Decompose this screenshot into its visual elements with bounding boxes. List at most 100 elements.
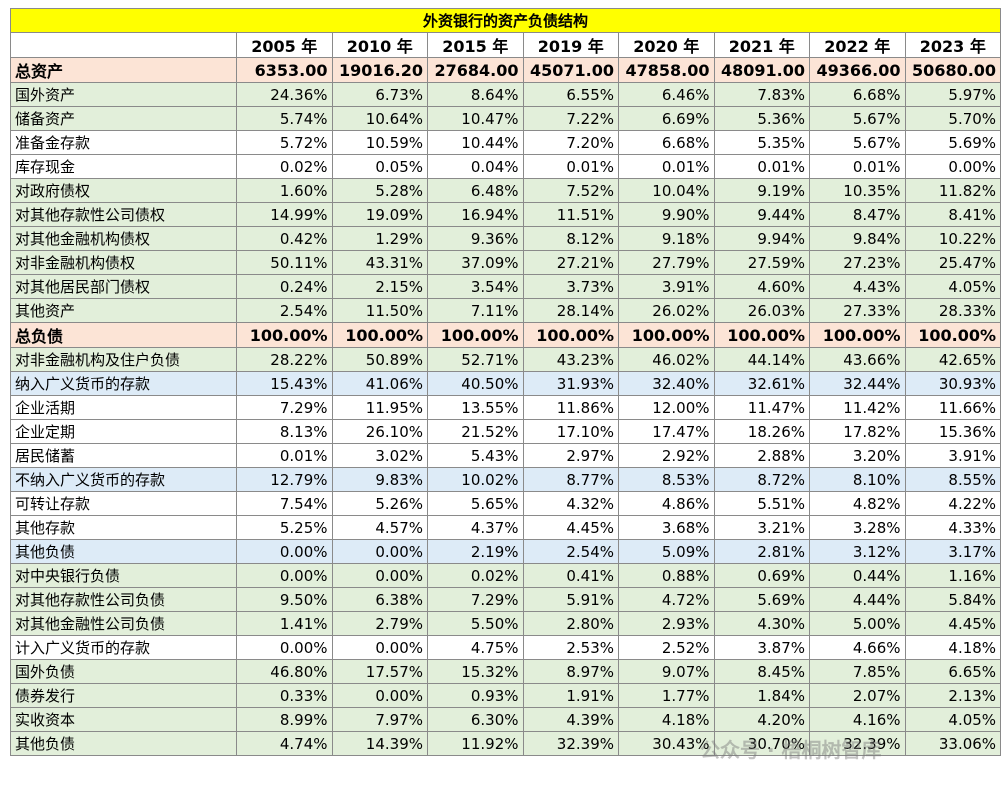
cell: 14.39% bbox=[331, 731, 428, 756]
cell: 11.50% bbox=[331, 298, 428, 323]
cell: 32.44% bbox=[809, 371, 906, 396]
cell: 7.54% bbox=[236, 491, 333, 516]
cell: 4.22% bbox=[904, 491, 1002, 516]
cell: 100.00% bbox=[809, 322, 906, 348]
cell: 43.66% bbox=[809, 347, 906, 372]
cell: 2.79% bbox=[331, 611, 428, 636]
cell: 44.14% bbox=[713, 347, 810, 372]
cell: 2.80% bbox=[522, 611, 619, 636]
table-row: 企业定期 8.13% 26.10% 21.52% 17.10% 17.47% 18.26% 1… bbox=[10, 419, 1002, 444]
cell: 17.82% bbox=[809, 419, 906, 444]
cell: 46.80% bbox=[236, 659, 333, 684]
cell: 9.19% bbox=[713, 178, 810, 203]
cell: 6353.00 bbox=[236, 57, 333, 83]
cell: 5.09% bbox=[618, 539, 715, 564]
cell: 5.35% bbox=[713, 130, 810, 155]
cell: 1.84% bbox=[713, 683, 810, 708]
cell: 4.75% bbox=[427, 635, 524, 660]
cell: 9.44% bbox=[713, 202, 810, 227]
cell: 3.91% bbox=[618, 274, 715, 299]
cell: 2.52% bbox=[618, 635, 715, 660]
header-cell: 2023 年 bbox=[904, 32, 1002, 58]
cell: 3.12% bbox=[809, 539, 906, 564]
cell: 5.51% bbox=[713, 491, 810, 516]
cell: 27.79% bbox=[618, 250, 715, 275]
table-row: 国外负债 46.80% 17.57% 15.32% 8.97% 9.07% 8.45% 7.8… bbox=[10, 659, 1002, 684]
cell: 6.68% bbox=[809, 82, 906, 107]
cell: 28.33% bbox=[904, 298, 1002, 323]
cell: 5.65% bbox=[427, 491, 524, 516]
cell: 5.26% bbox=[331, 491, 428, 516]
cell: 4.86% bbox=[618, 491, 715, 516]
cell: 1.60% bbox=[236, 178, 333, 203]
cell: 5.50% bbox=[427, 611, 524, 636]
cell: 0.01% bbox=[522, 154, 619, 179]
cell: 2.54% bbox=[522, 539, 619, 564]
table-row: 计入广义货币的存款 0.00% 0.00% 4.75% 2.53% 2.52% 3.87% 4… bbox=[10, 635, 1002, 660]
table-row: 对其他居民部门债权 0.24% 2.15% 3.54% 3.73% 3.91% 4.60% 4… bbox=[10, 274, 1002, 299]
cell: 8.55% bbox=[904, 467, 1002, 492]
cell: 0.24% bbox=[236, 274, 333, 299]
cell: 0.01% bbox=[618, 154, 715, 179]
cell: 0.00% bbox=[236, 635, 333, 660]
cell: 5.91% bbox=[522, 587, 619, 612]
table-row: 对政府债权 1.60% 5.28% 6.48% 7.52% 10.04% 9.19% 10.3… bbox=[10, 178, 1002, 203]
cell: 8.77% bbox=[522, 467, 619, 492]
cell: 7.20% bbox=[522, 130, 619, 155]
cell: 17.10% bbox=[522, 419, 619, 444]
table-row: 准备金存款 5.72% 10.59% 10.44% 7.20% 6.68% 5.35% 5.6… bbox=[10, 130, 1002, 155]
header-cell: 2020 年 bbox=[618, 32, 715, 58]
cell: 4.37% bbox=[427, 515, 524, 540]
cell: 6.55% bbox=[522, 82, 619, 107]
row-label: 对非金融机构及住户负债 bbox=[10, 347, 237, 372]
cell: 100.00% bbox=[331, 322, 428, 348]
cell: 32.40% bbox=[618, 371, 715, 396]
cell: 0.00% bbox=[331, 683, 428, 708]
table-row: 其他负债 0.00% 0.00% 2.19% 2.54% 5.09% 2.81% 3.12% 3… bbox=[10, 539, 1002, 564]
cell: 49366.00 bbox=[809, 57, 906, 83]
cell: 43.23% bbox=[522, 347, 619, 372]
row-label: 可转让存款 bbox=[10, 491, 237, 516]
cell: 7.85% bbox=[809, 659, 906, 684]
cell: 8.10% bbox=[809, 467, 906, 492]
cell: 0.01% bbox=[809, 154, 906, 179]
cell: 100.00% bbox=[713, 322, 810, 348]
cell: 6.73% bbox=[331, 82, 428, 107]
cell: 3.21% bbox=[713, 515, 810, 540]
cell: 10.22% bbox=[904, 226, 1002, 251]
row-label: 对政府债权 bbox=[10, 178, 237, 203]
cell: 100.00% bbox=[522, 322, 619, 348]
table-row: 对中央银行负债 0.00% 0.00% 0.02% 0.41% 0.88% 0.69% 0.4… bbox=[10, 563, 1002, 588]
cell: 3.02% bbox=[331, 443, 428, 468]
cell: 1.41% bbox=[236, 611, 333, 636]
cell: 7.52% bbox=[522, 178, 619, 203]
cell: 18.26% bbox=[713, 419, 810, 444]
cell: 0.04% bbox=[427, 154, 524, 179]
table-row: 其他存款 5.25% 4.57% 4.37% 4.45% 3.68% 3.21% 3.28% 4… bbox=[10, 515, 1002, 540]
cell: 4.20% bbox=[713, 707, 810, 732]
row-label: 准备金存款 bbox=[10, 130, 237, 155]
cell: 9.90% bbox=[618, 202, 715, 227]
cell: 2.92% bbox=[618, 443, 715, 468]
cell: 27684.00 bbox=[427, 57, 524, 83]
cell: 10.04% bbox=[618, 178, 715, 203]
cell: 11.51% bbox=[522, 202, 619, 227]
cell: 5.97% bbox=[904, 82, 1002, 107]
cell: 25.47% bbox=[904, 250, 1002, 275]
cell: 7.11% bbox=[427, 298, 524, 323]
row-label: 对中央银行负债 bbox=[10, 563, 237, 588]
cell: 3.68% bbox=[618, 515, 715, 540]
cell: 4.45% bbox=[522, 515, 619, 540]
cell: 7.29% bbox=[236, 395, 333, 420]
table-row: 库存现金 0.02% 0.05% 0.04% 0.01% 0.01% 0.01% 0.01% 0… bbox=[10, 154, 1002, 179]
cell: 32.39% bbox=[522, 731, 619, 756]
data-table: 外资银行的资产负债结构 2005 年 2010 年 2015 年 2019 年 2020… bbox=[9, 8, 1002, 756]
cell: 42.65% bbox=[904, 347, 1002, 372]
cell: 30.43% bbox=[618, 731, 715, 756]
cell: 4.74% bbox=[236, 731, 333, 756]
cell: 0.05% bbox=[331, 154, 428, 179]
cell: 100.00% bbox=[904, 322, 1002, 348]
row-label: 其他负债 bbox=[10, 539, 237, 564]
cell: 5.72% bbox=[236, 130, 333, 155]
table-row: 对其他金融机构债权 0.42% 1.29% 9.36% 8.12% 9.18% 9.94% 9… bbox=[10, 226, 1002, 251]
